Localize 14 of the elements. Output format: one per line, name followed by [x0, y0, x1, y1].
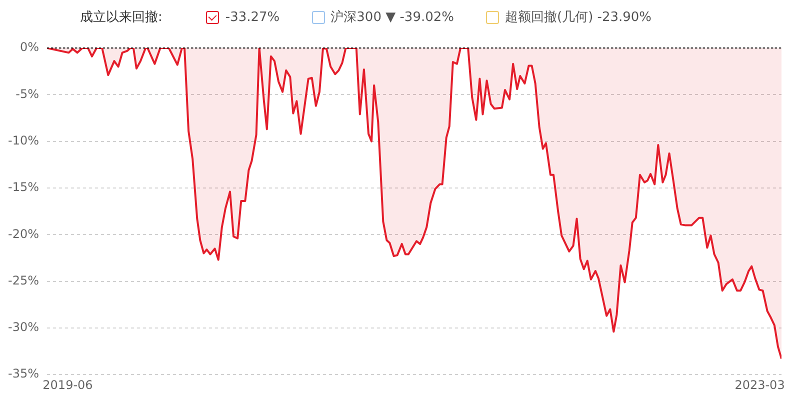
y-tick-label: -30% [8, 320, 39, 334]
legend-label: -33.27% [225, 10, 280, 24]
x-tick-label: 2019-06 [42, 378, 93, 392]
x-tick-label: 2023-03 [734, 378, 785, 392]
text: 沪深300 ▼ -39.02% [330, 9, 454, 26]
text: 超额回撤(几何) -23.90% [505, 9, 652, 26]
y-tick-label: -5% [16, 86, 39, 101]
legend-title: 成立以来回撤: [80, 9, 162, 26]
y-tick-label: -25% [8, 273, 39, 288]
y-tick-label: 0% [20, 40, 39, 54]
y-tick-label: -35% [8, 366, 39, 381]
y-tick-label: -10% [8, 133, 39, 148]
y-tick-label: -15% [8, 180, 39, 194]
y-tick-label: -20% [8, 226, 39, 241]
